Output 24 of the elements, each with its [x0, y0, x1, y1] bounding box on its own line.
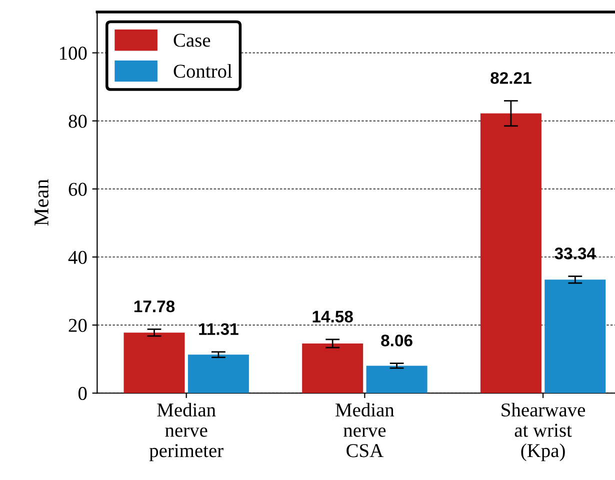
bar	[366, 366, 428, 394]
bar	[480, 113, 542, 394]
bar	[302, 344, 364, 394]
x-tick-label: Median nerve CSA	[336, 402, 394, 458]
y-tick-label: 60	[68, 182, 87, 196]
x-tick-label: Shearwave at wrist (Kpa)	[502, 402, 586, 462]
y-axis-title: Mean	[34, 179, 48, 226]
bar	[124, 332, 185, 394]
data-label: 33.34	[554, 248, 596, 260]
legend-label: Case	[174, 34, 210, 47]
y-tick-label: 100	[60, 46, 87, 60]
data-label: 11.31	[199, 323, 238, 336]
data-label: 8.06	[381, 334, 412, 346]
legend-label: Control	[174, 64, 232, 78]
data-label: 14.58	[312, 310, 353, 323]
y-tick-label: 0	[78, 386, 87, 400]
data-label: 82.21	[490, 72, 532, 84]
x-tick-label: Median nerve perimeter	[149, 402, 224, 462]
y-tick-label: 40	[68, 250, 87, 264]
bar	[544, 280, 606, 394]
data-label: 17.78	[134, 300, 175, 312]
y-tick-label: 80	[68, 114, 87, 128]
y-tick-label: 20	[68, 318, 87, 332]
bar	[188, 354, 249, 394]
